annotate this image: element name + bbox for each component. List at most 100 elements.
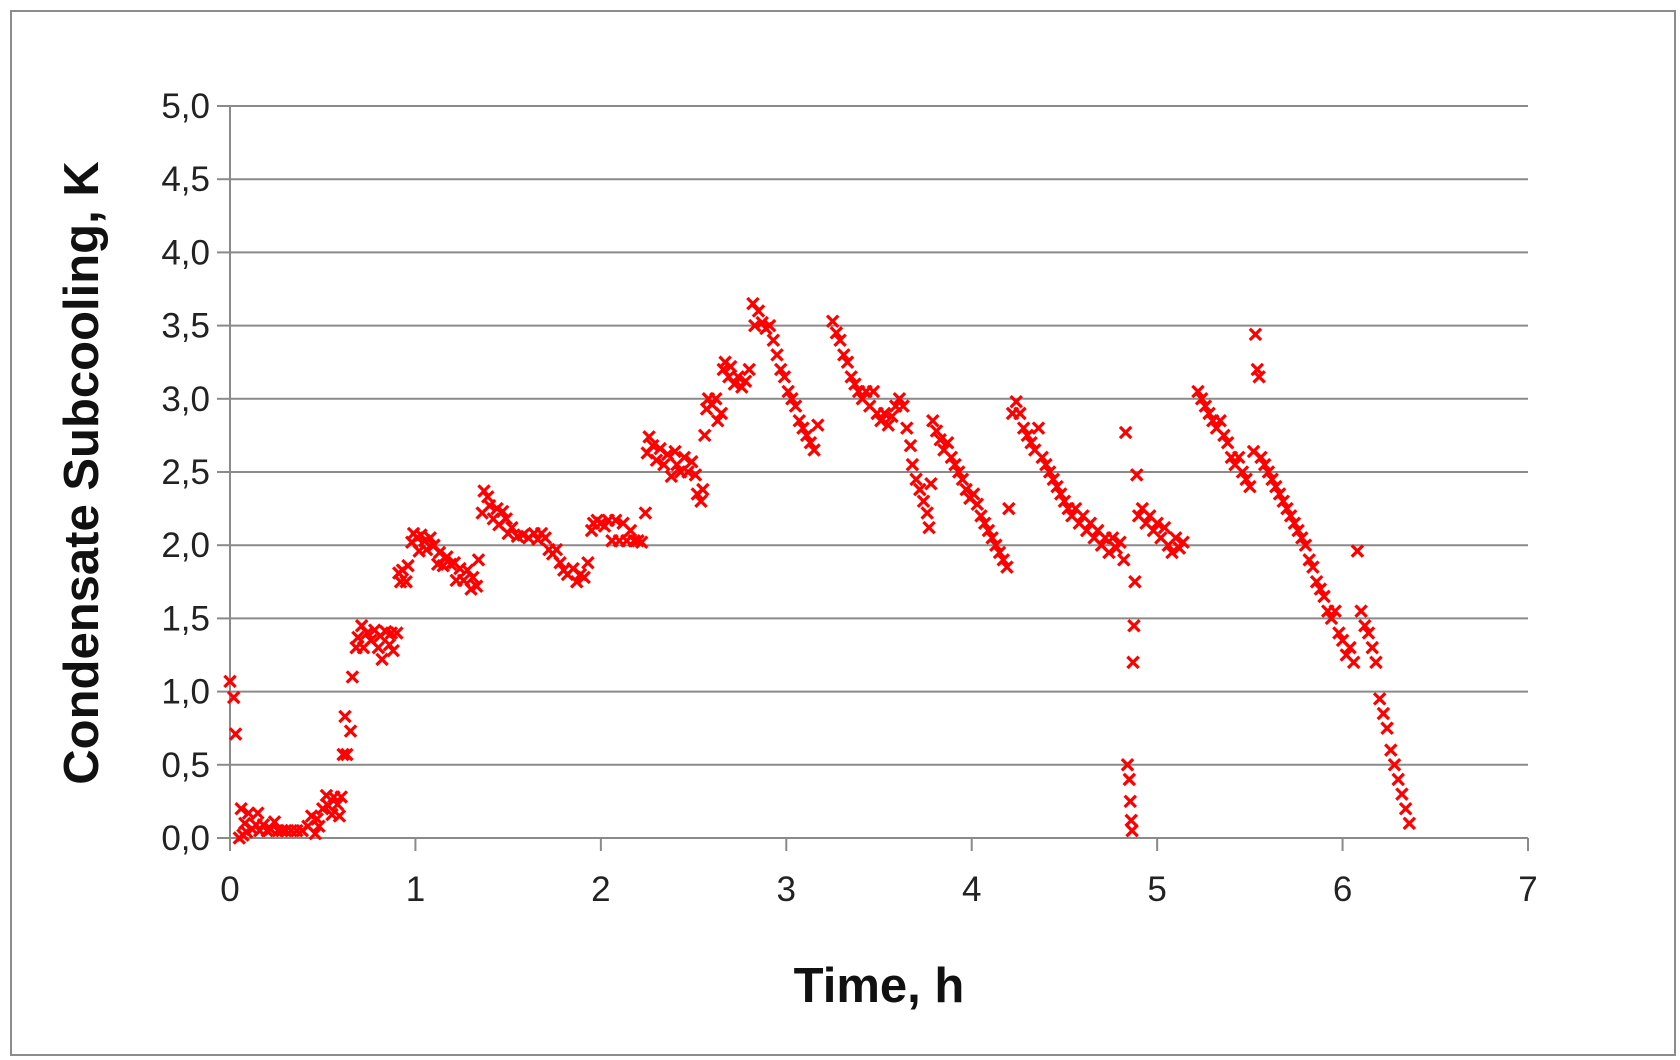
data-point <box>1387 758 1402 772</box>
data-point <box>714 406 729 421</box>
data-point <box>538 531 552 545</box>
data-point <box>371 640 386 655</box>
data-point <box>924 476 938 491</box>
data-point <box>1376 706 1391 721</box>
x-tick-label: 0 <box>220 870 239 909</box>
data-point <box>885 409 899 424</box>
data-point <box>1332 626 1346 640</box>
x-tick-label: 1 <box>406 870 425 909</box>
data-point <box>970 497 985 511</box>
data-point <box>751 304 766 318</box>
data-point <box>848 377 862 391</box>
data-point <box>241 806 256 820</box>
data-point <box>1125 823 1139 838</box>
y-tick-label: 1,5 <box>161 599 210 638</box>
data-point <box>1369 655 1383 670</box>
x-tick-label: 6 <box>1333 870 1352 909</box>
data-point <box>1328 604 1342 618</box>
data-point <box>345 670 360 684</box>
data-point <box>1165 545 1179 560</box>
data-point <box>336 747 350 762</box>
y-tick-label: 2,0 <box>161 526 210 565</box>
data-point <box>909 472 923 487</box>
data-point <box>399 575 413 589</box>
data-point <box>944 450 959 465</box>
data-point <box>1324 611 1339 626</box>
data-point <box>1298 538 1313 552</box>
data-point <box>1117 553 1131 567</box>
data-point <box>1257 457 1272 472</box>
y-tick-labels: 0,0 0,5 1,0 1,5 2,0 2,5 3,0 3,5 4,0 4,5 5,0 <box>161 87 210 858</box>
data-point <box>1235 465 1250 479</box>
data-point <box>375 652 389 667</box>
data-point <box>951 465 966 479</box>
data-point <box>466 570 480 585</box>
data-point <box>738 374 753 388</box>
data-point <box>390 626 404 640</box>
data-point <box>837 348 851 362</box>
data-point <box>638 506 653 520</box>
data-point <box>581 556 595 570</box>
data-point <box>985 531 999 545</box>
data-point <box>657 457 671 472</box>
data-point <box>234 801 248 816</box>
data-point <box>900 421 914 435</box>
data-point <box>709 392 723 406</box>
data-point <box>977 516 992 531</box>
data-point <box>1313 582 1328 596</box>
x-axis-title: Time, h <box>794 959 965 1013</box>
data-point <box>992 545 1007 560</box>
data-point <box>1350 544 1365 558</box>
data-point <box>338 709 352 724</box>
data-point <box>553 556 567 570</box>
data-point <box>569 575 584 589</box>
data-point <box>1317 589 1331 604</box>
data-point <box>807 443 821 457</box>
data-point <box>351 630 365 645</box>
data-point <box>1176 535 1190 550</box>
data-point <box>1042 465 1057 479</box>
data-point <box>1105 531 1120 545</box>
data-point <box>974 509 988 523</box>
data-point <box>330 797 345 812</box>
data-point <box>1358 618 1372 633</box>
data-point <box>896 399 910 413</box>
data-point <box>688 468 703 482</box>
data-point <box>777 370 792 384</box>
data-point <box>464 582 478 596</box>
data-point <box>228 727 243 741</box>
data-point <box>1398 801 1413 816</box>
data-point <box>1343 640 1357 655</box>
data-point <box>1295 531 1309 545</box>
x-tick-label: 4 <box>962 870 981 909</box>
data-point <box>742 362 756 377</box>
data-point <box>1213 413 1227 428</box>
data-point <box>1276 494 1290 509</box>
gridlines <box>217 105 1529 851</box>
data-point <box>419 542 434 557</box>
data-point <box>799 428 814 443</box>
y-tick-label: 4,5 <box>161 160 210 199</box>
data-point <box>1372 692 1387 706</box>
x-tick-label: 5 <box>1147 870 1166 909</box>
data-point <box>642 430 656 444</box>
data-point <box>226 690 241 705</box>
data-point <box>1265 472 1279 487</box>
data-point <box>1194 392 1209 406</box>
data-point <box>1384 743 1398 757</box>
data-point <box>471 553 486 567</box>
data-point <box>913 482 927 497</box>
data-point <box>770 348 784 362</box>
data-point <box>811 418 825 432</box>
data-point <box>940 435 955 450</box>
data-point <box>903 438 918 453</box>
data-point <box>315 801 330 816</box>
data-point <box>1306 560 1320 574</box>
data-point <box>1150 516 1164 531</box>
data-point <box>1380 721 1394 735</box>
data-point <box>866 384 881 399</box>
data-point <box>1220 435 1235 450</box>
data-point <box>1016 421 1031 435</box>
data-point <box>1057 494 1072 509</box>
data-point <box>1395 787 1409 801</box>
